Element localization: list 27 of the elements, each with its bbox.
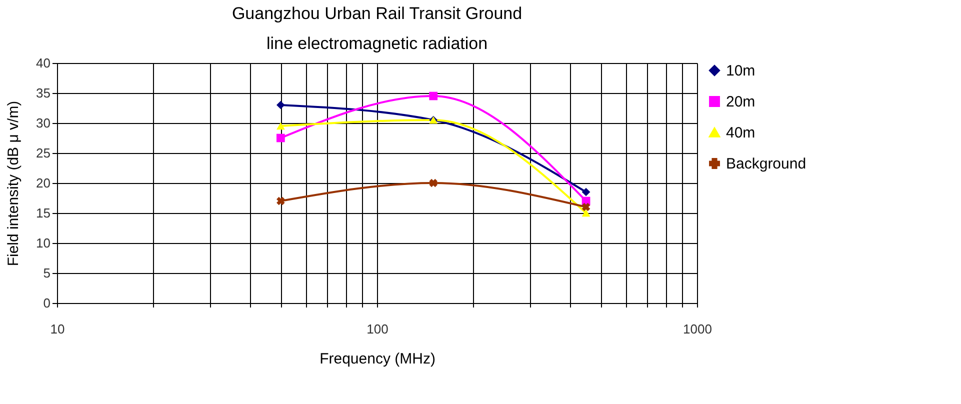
point bbox=[276, 100, 285, 110]
point bbox=[582, 209, 590, 217]
y-tick-label: 35 bbox=[36, 86, 50, 100]
x-tick-label: 100 bbox=[366, 322, 388, 336]
legend-label: 10m bbox=[726, 62, 756, 80]
point bbox=[276, 134, 285, 142]
point bbox=[276, 122, 285, 130]
point bbox=[582, 188, 590, 196]
x-tick-label: 1000 bbox=[683, 322, 712, 336]
y-tick-label: 10 bbox=[36, 236, 50, 250]
y-tick-label: 5 bbox=[43, 266, 50, 280]
y-tick-label: 0 bbox=[43, 296, 50, 310]
chart-title: Guangzhou Urban Rail Transit Ground line electromagnetic radiation bbox=[232, 4, 522, 53]
point bbox=[582, 202, 590, 212]
point bbox=[429, 178, 438, 188]
legend-label: 20m bbox=[726, 94, 756, 110]
y-tick-label: 20 bbox=[36, 176, 50, 190]
y-tick-label: 30 bbox=[36, 116, 50, 130]
point bbox=[429, 92, 438, 100]
legend-label: 40m bbox=[726, 124, 756, 142]
legend-label: Background bbox=[726, 156, 806, 172]
y-tick-label: 40 bbox=[36, 56, 50, 70]
y-tick-label: 15 bbox=[36, 206, 50, 220]
point bbox=[276, 196, 285, 206]
y-tick-label: 25 bbox=[36, 146, 50, 160]
x-axis-title: Frequency (MHz) bbox=[320, 350, 436, 368]
y-axis-title: Field intensity (dB μ v/m) bbox=[5, 100, 22, 266]
